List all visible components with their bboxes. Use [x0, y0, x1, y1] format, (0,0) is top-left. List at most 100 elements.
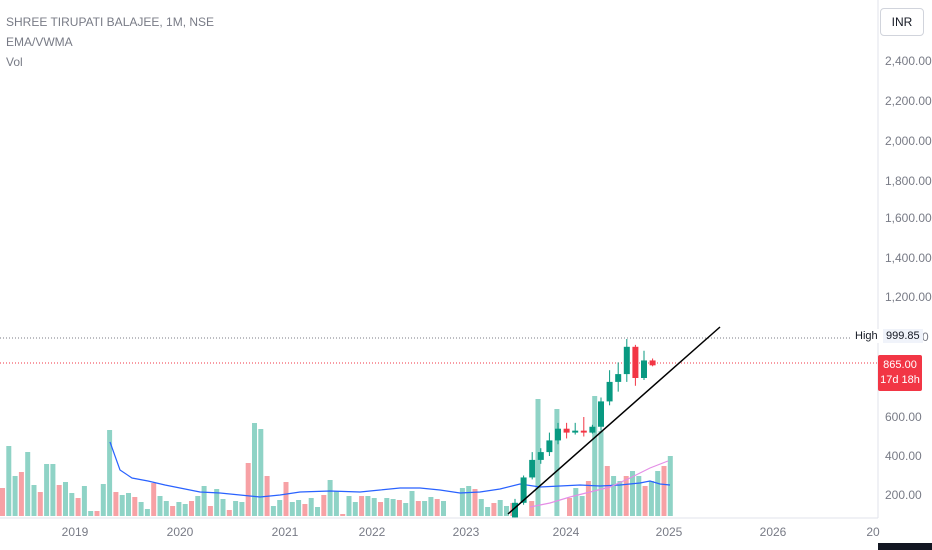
volume-bar [642, 486, 648, 516]
volume-bar [396, 500, 402, 516]
currency-button[interactable]: INR [880, 8, 924, 36]
price-tick: 1,200.00 [885, 290, 932, 304]
candle [512, 502, 518, 518]
volume-bar [63, 482, 68, 516]
price-tick: 1,800.00 [885, 174, 932, 188]
volume-bar [585, 481, 591, 516]
volume-bar [138, 502, 144, 516]
volume-bar [441, 501, 446, 516]
volume-bar [157, 496, 163, 516]
volume-bar [252, 423, 257, 516]
volume-bar [466, 486, 472, 516]
time-label: 2022 [358, 525, 386, 539]
volume-bar [302, 504, 308, 516]
volume-bar [359, 496, 365, 516]
volume-bar [617, 481, 623, 516]
volume-bar [422, 501, 428, 516]
volume-bar [107, 430, 113, 516]
volume-bar [390, 499, 396, 516]
trendline[interactable] [507, 326, 721, 515]
candle [641, 360, 647, 378]
volume-bar [81, 486, 87, 516]
last-price-badge: 865.00 17d 18h [878, 355, 922, 391]
volume-bar [491, 503, 497, 516]
candle [598, 401, 604, 427]
volume-bar [598, 431, 604, 516]
volume-bar [497, 500, 503, 516]
volume-bar [384, 498, 390, 516]
tradingview-logo-icon [878, 543, 932, 550]
indicator-volume[interactable]: Vol [6, 55, 23, 69]
candle [623, 346, 630, 375]
candle [580, 430, 587, 433]
volume-bar [378, 502, 383, 516]
volume-bar [201, 486, 207, 516]
time-label: 2024 [552, 525, 580, 539]
volume-bar [529, 501, 535, 516]
volume-bar [44, 464, 50, 516]
volume-bar [100, 484, 106, 516]
time-label: 20 [866, 525, 880, 539]
symbol-title[interactable]: SHREE TIRUPATI BALAJEE, 1M, NSE [6, 15, 215, 29]
volume-bar [25, 452, 31, 516]
volume-bar [220, 499, 226, 516]
time-label: 2025 [655, 525, 683, 539]
candle [546, 440, 553, 453]
volume-bar [18, 472, 24, 516]
price-tick: 2,000.00 [885, 134, 932, 148]
candle [632, 346, 639, 378]
time-label: 2026 [759, 525, 787, 539]
volume-bar [403, 503, 409, 516]
volume-bar [352, 502, 358, 516]
volume-bar [132, 497, 138, 516]
price-tick: 2,400.00 [885, 54, 932, 68]
candle [555, 428, 561, 441]
volume-bar [289, 502, 295, 516]
indicator-ema-vwma[interactable]: EMA/VWMA [6, 35, 73, 49]
volume-bar [655, 471, 661, 516]
high-value: 999.85 [883, 329, 923, 343]
volume-bar [554, 409, 560, 516]
time-label: 2021 [271, 525, 299, 539]
price-tick: 2,200.00 [885, 94, 932, 108]
volume-bar [12, 476, 18, 516]
volume-bar [163, 501, 169, 516]
volume-bar [308, 498, 314, 516]
volume-bar [176, 502, 182, 516]
volume-bar [415, 501, 421, 516]
volume-bar [283, 482, 289, 516]
candle [520, 477, 527, 503]
volume-bar [69, 493, 75, 516]
volume-bar [113, 492, 119, 516]
volume-bar [340, 514, 346, 516]
volume-bar [327, 480, 333, 516]
volume-bar [409, 491, 415, 516]
volume-bar [94, 511, 100, 516]
volume-bar [0, 488, 5, 516]
price-tick: 600.00 [885, 410, 922, 424]
volume-bar [485, 507, 491, 516]
candle [615, 374, 622, 382]
volume-bar [277, 500, 283, 516]
legend: SHREE TIRUPATI BALAJEE, 1M, NSE EMA/VWMA… [6, 12, 214, 72]
volume-bar [428, 497, 434, 516]
candle [563, 428, 570, 433]
volume-bar [623, 476, 629, 516]
volume-bar [37, 492, 43, 516]
volume-bar [207, 506, 213, 516]
volume-bar [636, 476, 642, 516]
price-tick-partial: 0 [922, 330, 929, 344]
volume-bar [239, 502, 245, 516]
volume-bar [189, 501, 194, 516]
volume-bar [170, 506, 176, 516]
volume-bar [88, 511, 94, 516]
volume-bar [333, 491, 339, 516]
ema-line [109, 441, 671, 498]
candles [512, 339, 656, 519]
volume-bar [296, 500, 302, 516]
last-price-value: 865.00 [883, 359, 917, 371]
volume-bar [371, 498, 377, 516]
candle [537, 452, 544, 460]
vwma-line [529, 460, 669, 508]
